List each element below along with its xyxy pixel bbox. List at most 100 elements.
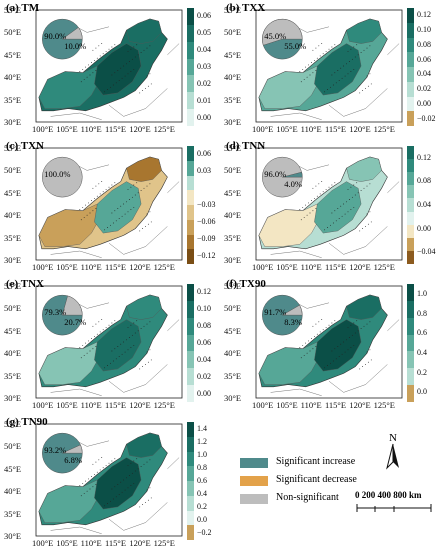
lon-tick-label: 100°E [32, 124, 54, 134]
lat-tick-label: 45°E [4, 49, 22, 60]
lat-tick-label: 40°E [224, 348, 242, 359]
colorbar-tick-label: 0.08 [417, 39, 431, 49]
map-canvas [35, 423, 183, 537]
legend-swatch-nonsignificant [240, 494, 268, 504]
pie-slice [281, 304, 303, 316]
colorbar-tick-label: 0.0 [197, 515, 207, 525]
lat-tick-label: 50°E [4, 27, 22, 38]
pie-slice [62, 444, 83, 454]
boundary-line [328, 226, 388, 255]
lon-tick-label: 125°E [373, 400, 395, 410]
legend-label-decrease: Significant decrease [276, 474, 357, 485]
panel-title: (f) TX90 [226, 278, 266, 290]
lon-tick-label: 120°E [129, 538, 151, 548]
region-east [94, 319, 142, 372]
panel-title: (b) TXX [226, 2, 266, 14]
region-north [126, 18, 162, 44]
boundary-line [387, 181, 400, 193]
pie-label: 20.7% [64, 317, 87, 328]
colorbar-tick-label: 0.03 [197, 62, 211, 71]
boundary-line [270, 388, 322, 396]
colorbar-tick-label: 0.06 [197, 149, 211, 159]
colorbar-tick-label: 0.00 [197, 112, 211, 122]
map-canvas [255, 147, 403, 261]
colorbar-segment [187, 249, 194, 264]
boundary-line [167, 181, 180, 193]
region-east [94, 181, 142, 234]
colorbar-tick-label: 0.6 [417, 328, 427, 338]
colorbar-segment [187, 234, 194, 250]
lon-tick-label: 110°E [300, 400, 322, 410]
scale-bar: 0 200 400 800 km [355, 490, 435, 520]
north-label: N [389, 432, 397, 444]
lon-tick-label: 100°E [32, 538, 54, 548]
lon-tick-label: 105°E [56, 400, 78, 410]
lon-tick-label: 105°E [276, 124, 298, 134]
lat-tick-label: 30°E [4, 531, 22, 541]
pie-label: 45.0% [264, 31, 287, 42]
pie-label: 10.0% [64, 41, 87, 52]
colorbar-segment [407, 52, 414, 67]
lon-tick-label: 120°E [349, 400, 371, 410]
lon-tick-label: 110°E [80, 400, 102, 410]
colorbar-segment [187, 422, 194, 437]
north-arrow-icon: N [386, 432, 399, 470]
colorbar-tick-label: 0.8 [197, 462, 207, 472]
lat-tick-label: 55°E [224, 281, 242, 291]
colorbar-segment [407, 37, 414, 53]
pie-slice [42, 156, 83, 198]
colorbar-segment [187, 525, 194, 540]
colorbar-tick-label: 0.4 [417, 347, 427, 357]
lon-tick-label: 125°E [153, 262, 175, 272]
lon-tick-label: 115°E [105, 400, 127, 410]
colorbar-tick-label: 0.00 [417, 223, 431, 233]
colorbar-tick-label: −0.06 [197, 216, 216, 226]
lon-tick-label: 100°E [32, 400, 54, 410]
legend-swatch-increase [240, 458, 268, 468]
region-north [126, 432, 162, 458]
region-east [94, 457, 142, 510]
colorbar-segment [407, 224, 414, 238]
lon-tick-label: 125°E [153, 400, 175, 410]
colorbar-segment [187, 109, 194, 126]
lon-tick-label: 110°E [80, 124, 102, 134]
boundary-line [167, 319, 180, 331]
colorbar-segment [407, 8, 414, 23]
colorbar-tick-label: 0.8 [417, 308, 427, 318]
colorbar-segment [407, 22, 414, 38]
significance-stipple [299, 43, 372, 94]
lon-tick-label: 125°E [373, 124, 395, 134]
colorbar-tick-label: 0.04 [197, 45, 211, 55]
lon-tick-label: 120°E [129, 124, 151, 134]
lat-tick-label: 45°E [224, 187, 242, 198]
colorbar-tick-label: 0.06 [417, 54, 431, 64]
boundary-line [387, 319, 400, 331]
boundary-line [50, 112, 102, 120]
boundary-line [167, 43, 180, 55]
lat-tick-label: 30°E [224, 255, 242, 265]
colorbar-tick-label: 1.0 [417, 288, 427, 298]
lat-tick-label: 45°E [224, 325, 242, 336]
pie-label: 91.7% [264, 307, 287, 318]
legend-label-nonsignificant: Non-significant [276, 492, 339, 503]
colorbar-tick-label: 0.02 [197, 78, 211, 88]
map-canvas [35, 9, 183, 123]
pie-label: 90.0% [44, 31, 67, 42]
boundary-line [50, 388, 102, 396]
panel-txn: (c) TXN 100.0% 55°E 50°E 45°E 40°E 35°E 30°E 100… [0, 138, 220, 276]
colorbar-segment [187, 160, 194, 176]
panel-title: (d) TNN [226, 140, 266, 152]
colorbar-tick-label: 0.4 [197, 489, 207, 499]
colorbar-segment [407, 172, 414, 186]
colorbar [407, 146, 414, 264]
scale-bar-line [356, 504, 432, 512]
lon-tick-label: 120°E [129, 400, 151, 410]
lon-tick-label: 120°E [129, 262, 151, 272]
panel-tnn: (d) TNN 96.0% 4.0% 55°E 50°E 45°E 40°E 35°E 30°E… [220, 138, 440, 276]
lat-tick-label: 55°E [224, 143, 242, 153]
pie-slice [262, 18, 303, 46]
colorbar-tick-label: 0.10 [417, 25, 431, 35]
lon-tick-label: 110°E [300, 124, 322, 134]
colorbar-tick-label: −0.09 [197, 233, 216, 243]
colorbar [187, 8, 194, 126]
